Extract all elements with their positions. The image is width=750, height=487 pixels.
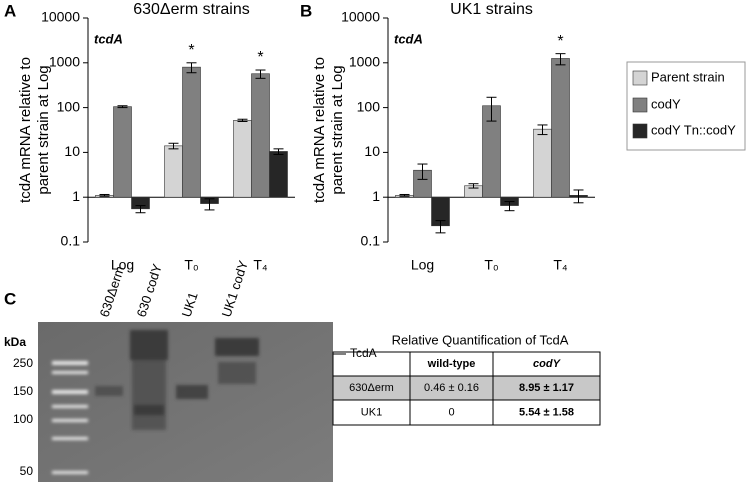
lane-label: UK1 codY (219, 258, 251, 319)
error-bar (273, 148, 284, 155)
bar (551, 58, 570, 198)
error-bar (504, 201, 515, 212)
lane-label: UK1 (179, 290, 201, 319)
significance-marker: * (188, 42, 194, 59)
error-bar (186, 62, 197, 74)
bar (233, 120, 252, 198)
y-axis-label: parent strain at Log (35, 65, 52, 194)
lane-label: 630 codY (134, 262, 165, 319)
legend-swatch (632, 70, 648, 86)
error-bar (537, 124, 548, 136)
y-tick-label: 1 (72, 188, 80, 204)
table: Relative Quantification of TcdA wild-type… (332, 332, 601, 426)
table-cell: UK1 (361, 406, 382, 418)
panel-label: A (4, 1, 16, 20)
y-tick-label: 10000 (41, 9, 80, 25)
table-cell: 0.46 ± 0.16 (424, 382, 479, 394)
error-bar (99, 193, 110, 197)
x-tick-label: T₄ (253, 257, 268, 273)
error-bar (486, 96, 497, 122)
annotation: tcdA (394, 31, 423, 46)
significance-marker: * (557, 33, 563, 50)
bar (182, 66, 201, 198)
table-cell: 0 (448, 406, 454, 418)
error-bar (555, 53, 566, 66)
x-tick-label: T₀ (184, 257, 199, 273)
legend-label: codY Tn::codY (651, 122, 736, 137)
y-axis-label: tcdA mRNA relative to (311, 57, 328, 203)
error-bar (117, 105, 128, 109)
error-bar (435, 220, 446, 234)
gel-image (38, 322, 333, 482)
table-cell: 5.54 ± 1.58 (519, 406, 574, 418)
legend-swatch (632, 123, 648, 139)
error-bar (468, 183, 479, 189)
unit-label: kDa (4, 335, 26, 349)
marker-label: 250 (13, 356, 33, 370)
y-tick-label: 10 (364, 143, 380, 159)
error-bar (399, 193, 410, 197)
panel-label: C (4, 289, 16, 308)
marker-label: 150 (13, 384, 33, 398)
legend-swatch (632, 97, 648, 113)
table-border (332, 351, 601, 426)
x-tick-label: T₀ (484, 257, 499, 273)
y-tick-label: 0.1 (361, 233, 381, 249)
y-tick-label: 1000 (49, 54, 80, 70)
marker-label: 50 (20, 464, 34, 478)
bar (164, 145, 183, 198)
panel-label: B (300, 1, 312, 20)
significance-marker: * (257, 49, 263, 66)
y-tick-label: 1000 (349, 54, 380, 70)
bar (533, 128, 552, 198)
table-cell: 630Δerm (349, 382, 394, 394)
error-bar (237, 118, 248, 122)
x-tick-label: Log (411, 257, 434, 273)
y-tick-label: 10 (64, 143, 80, 159)
y-tick-label: 100 (357, 98, 381, 114)
y-tick-label: 0.1 (61, 233, 81, 249)
legend-label: codY (651, 96, 681, 111)
error-bar (573, 189, 584, 204)
legend-label: Parent strain (651, 69, 725, 84)
table-title: Relative Quantification of TcdA (392, 332, 569, 347)
y-axis-label: tcdA mRNA relative to (17, 57, 34, 203)
bar (251, 73, 270, 198)
chart-title: UK1 strains (450, 1, 533, 18)
bar (113, 106, 132, 198)
table-row-shade (333, 376, 600, 400)
chart-title: 630Δerm strains (133, 1, 250, 18)
table-header: codY (533, 358, 562, 370)
marker-label: 100 (13, 412, 33, 426)
error-bar (255, 69, 266, 79)
x-tick-label: T₄ (553, 257, 568, 273)
y-tick-label: 10000 (341, 9, 380, 25)
y-axis-label: parent strain at Log (329, 65, 346, 194)
bar (269, 151, 288, 198)
table-header: wild-type (427, 358, 476, 370)
y-tick-label: 100 (57, 98, 81, 114)
table-cell: 8.95 ± 1.17 (519, 382, 574, 394)
annotation: tcdA (94, 31, 123, 46)
error-bar (135, 205, 146, 214)
error-bar (168, 142, 179, 150)
y-tick-label: 1 (372, 188, 380, 204)
x-tick-label: Log (111, 257, 134, 273)
error-bar (204, 198, 215, 211)
error-bar (417, 163, 428, 180)
band-label: TcdA (350, 346, 377, 360)
